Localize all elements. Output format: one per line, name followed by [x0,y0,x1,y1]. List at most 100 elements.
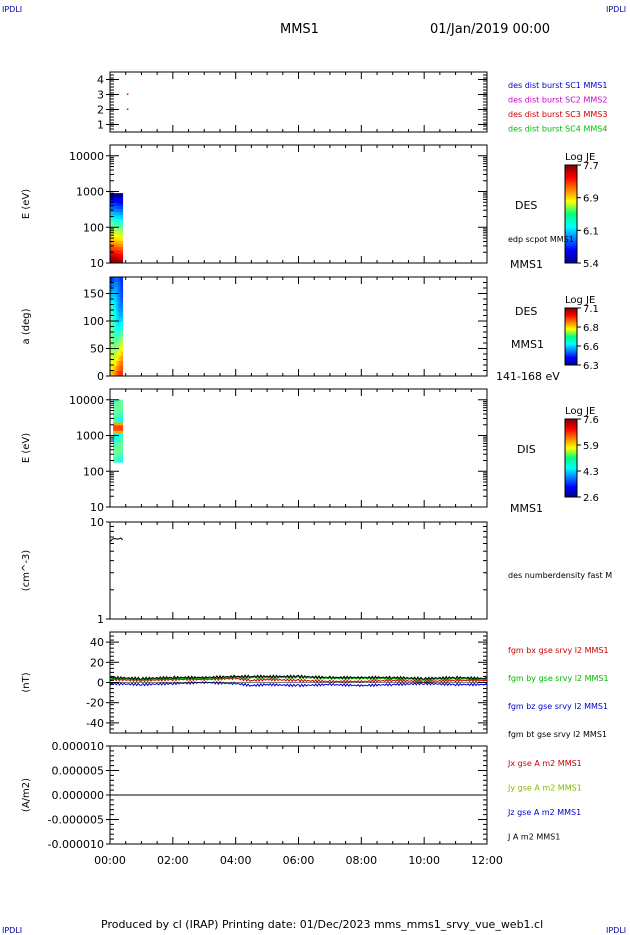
heatmap-cell [114,450,117,455]
heatmap-cell [120,301,124,308]
heatmap-cell [113,442,116,446]
heatmap-cell [118,326,121,332]
x-tick-label: 04:00 [220,854,252,867]
heatmap-cell [118,221,121,226]
heatmap-cell [112,336,115,342]
heatmap-cell [113,453,116,457]
heatmap-cell [117,445,120,449]
heatmap-cell [114,321,117,327]
heatmap-cell [120,199,124,204]
heatmap-cell [114,306,117,313]
heatmap-cell [114,425,117,429]
heatmap-cell [120,306,124,313]
heatmap-cell [114,430,117,435]
edp-scpot-label: edp scpot MMS1 [508,235,574,244]
heatmap-cell [112,253,115,258]
heatmap-cell [118,259,121,264]
heatmap-cell [110,228,113,232]
heatmap-cell [120,459,124,463]
heatmap-cell [113,422,116,426]
legend-entry: fgm bx gse srvy l2 MMS1 [508,646,609,655]
heatmap-cell [110,234,113,239]
heatmap-cell [116,416,119,421]
legend-entry: fgm bt gse srvy l2 MMS1 [508,730,607,739]
y-tick-label: 100 [83,315,104,328]
mms1-label: MMS1 [510,258,543,271]
heatmap-cell [118,237,121,242]
heatmap-cell [120,439,124,443]
heatmap-cell [114,399,117,404]
heatmap-cell [117,447,120,452]
heatmap-cell [110,212,113,216]
heatmap-cell [120,202,124,207]
heatmap-cell [110,281,113,288]
heatmap-cell [120,231,124,235]
heatmap-cell [118,250,121,254]
colorbar-tick-label: 6.8 [583,323,599,334]
heatmap-cell [112,221,115,226]
y-tick-label: 1 [97,613,104,626]
heatmap-cell [120,228,124,232]
heatmap-cell [118,301,121,308]
heatmap-cell [120,259,124,264]
y-tick-label: 100 [83,221,104,234]
heatmap-cell [117,439,120,443]
heatmap-cell [120,413,124,418]
heatmap-cell [114,439,117,443]
colorbar-tick-label: 6.1 [583,226,599,237]
heatmap-cell [110,221,113,226]
heatmap-cell [116,326,119,332]
heatmap-cell [116,277,119,283]
heatmap-cell [120,447,124,452]
heatmap-cell [116,243,119,248]
heatmap-cell [114,250,117,254]
heatmap-cell [114,296,117,303]
heatmap-cell [116,453,119,457]
heatmap-cell [120,408,124,412]
heatmap-cell [114,212,117,216]
heatmap-cell [112,281,115,288]
legend-entry: Jy gse A m2 MMS1 [507,784,582,793]
heatmap-cell [119,430,122,435]
y-tick-label: 150 [83,288,104,301]
heatmap-cell [116,442,119,446]
heatmap-cell [113,411,116,415]
y-axis-label: (nT) [21,672,32,692]
y-axis-label: E (eV) [21,433,32,463]
heatmap-cell [118,316,121,323]
heatmap-cell [113,425,116,429]
heatmap-cell [114,256,117,261]
heatmap-cell [119,447,122,452]
heatmap-cell [120,296,124,303]
heatmap-cell [114,413,117,418]
page-date: 01/Jan/2019 00:00 [430,22,551,37]
heatmap-cell [110,253,113,258]
heatmap-cell [116,351,119,357]
heatmap-cell [112,277,115,283]
heatmap-cell [112,247,115,251]
heatmap-cell [112,215,115,220]
heatmap-cell [120,224,124,229]
heatmap-cell [120,253,124,258]
heatmap-cell [113,456,116,460]
colorbar-tick-label: 2.6 [583,493,599,504]
heatmap-cell [120,346,124,352]
heatmap-cell [118,286,121,293]
heatmap-cell [116,224,119,229]
heatmap-cell [119,456,122,460]
heatmap-cell [112,306,115,313]
sc-point [126,108,129,110]
heatmap-cell [114,408,117,412]
heatmap-cell [119,419,122,423]
heatmap-cell [119,425,122,429]
x-tick-label: 12:00 [471,854,503,867]
heatmap-cell [110,346,113,352]
heatmap-cell [116,202,119,207]
y-tick-label: 10 [90,501,104,514]
legend-entry: J A m2 MMS1 [507,833,560,842]
heatmap-cell [116,341,119,347]
heatmap-cell [120,212,124,216]
heatmap-cell [112,224,115,229]
heatmap-cell [116,253,119,258]
heatmap-cell [113,416,116,421]
